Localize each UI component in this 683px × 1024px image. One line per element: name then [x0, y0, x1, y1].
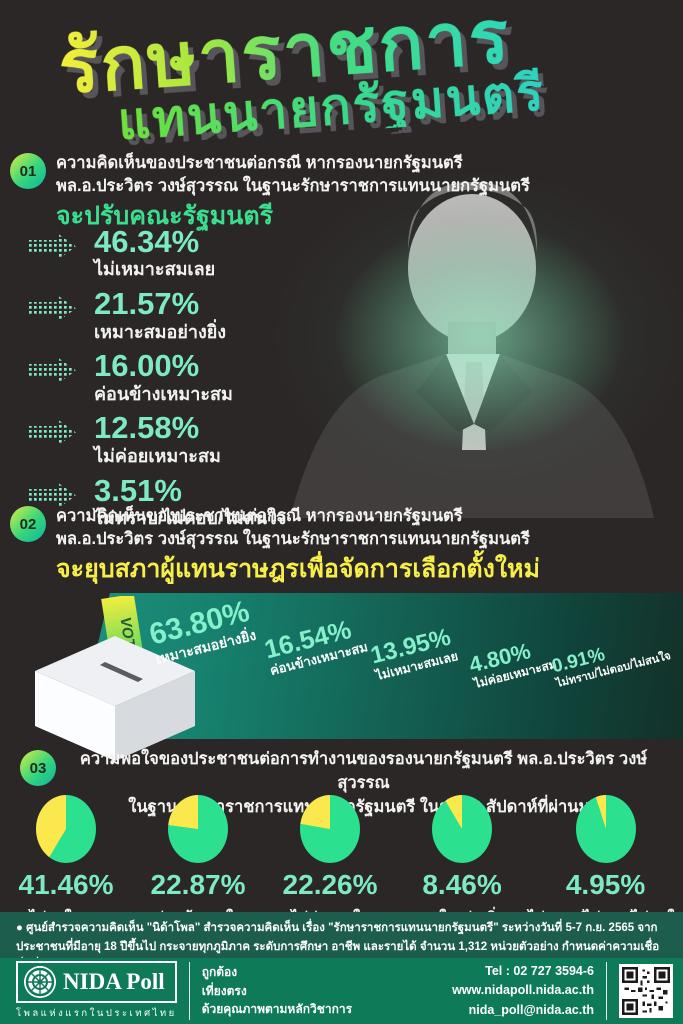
result-percent: 3.51% [94, 472, 182, 508]
pie-chart [432, 795, 493, 863]
result-label: เหมาะสมอย่างยิ่ง [94, 321, 227, 342]
divider [188, 962, 190, 1020]
slogan-line2: เที่ยงตรง [201, 983, 247, 998]
ballot-box: VOTE [20, 593, 210, 766]
section-02-header-line1: ความคิดเห็นของประชาชนต่อกรณี หากรองนายกร… [56, 507, 463, 525]
section-02-header-line2: พล.อ.ประวิตร วงษ์สุวรรณ ในฐานะรักษาราชกา… [56, 530, 530, 549]
section-01-header-line2: พล.อ.ประวิตร วงษ์สุวรรณ ในฐานะรักษาราชกา… [56, 177, 530, 196]
section-01-header: ความคิดเห็นของประชาชนต่อกรณี หากรองนายกร… [56, 152, 530, 234]
portrait-glow [250, 140, 683, 518]
section-01-highlight: จะปรับคณะรัฐมนตรี [56, 202, 274, 231]
result-label: ไม่ค่อยเหมาะสม [94, 445, 221, 466]
result-percent: 12.58% [94, 410, 200, 446]
pie-percent: 22.87% [150, 869, 246, 900]
footer-bar: NIDA Poll โพลแห่งแรกในประเทศไทย ถูกต้อง … [0, 958, 683, 1024]
section-02-header: ความคิดเห็นของประชาชนต่อกรณี หากรองนายกร… [56, 505, 540, 587]
pie-column: 8.46% พอใจอย่างยิ่ง [396, 795, 528, 929]
slogan-line3: ด้วยคุณภาพตามหลักวิชาการ [201, 1002, 353, 1017]
slogan-line1: ถูกต้อง [201, 965, 238, 980]
pie-column: 22.87% ค่อนข้างพอใจ [132, 795, 264, 929]
halftone-arrow-icon [28, 233, 76, 260]
pie-chart [575, 795, 636, 863]
section-03-header-line1: ความพอใจของประชาชนต่อการทำงานของรองนายกร… [79, 750, 648, 792]
pie-chart [300, 795, 361, 863]
result-label: ค่อนข้างเหมาะสม [94, 383, 233, 404]
nida-poll-logo: NIDA Poll โพลแห่งแรกในประเทศไทย [16, 961, 177, 1021]
pie-chart [36, 795, 96, 863]
section-02-badge: 02 [10, 506, 46, 542]
halftone-arrow-icon [28, 357, 76, 385]
pie-percent: 8.46% [422, 869, 502, 900]
result-percent: 21.57% [94, 286, 200, 322]
pie-column: 4.95% ไม่ทราบ/ไม่ตอบ/ไม่สนใจ [528, 795, 683, 929]
section-01-header-line1: ความคิดเห็นของประชาชนต่อกรณี หากรองนายกร… [56, 154, 463, 172]
pie-column: 41.46% ไม่พอใจเลย [0, 795, 132, 929]
portrait-photo [250, 140, 683, 518]
nida-emblem-icon [24, 966, 57, 998]
result-percent: 46.34% [94, 224, 200, 259]
section-01-results-list: 46.34% ไม่เหมาะสมเลย 21.57% เหมาะสมอย่าง… [28, 224, 287, 529]
pie-column: 22.26% ไม่ค่อยพอใจ [264, 795, 396, 929]
contact-info: Tel : 02 727 3594-6 www.nidapoll.nida.ac… [452, 962, 594, 1020]
pie-percent: 4.95% [565, 869, 646, 900]
list-item: 3.51% ไม่ทราบ/ไม่ตอบ/ไม่สนใจ [28, 472, 287, 529]
satisfaction-pie-row: 41.46% ไม่พอใจเลย 22.87% ค่อนข้างพอใจ 22… [0, 795, 683, 929]
halftone-arrow-icon [28, 481, 76, 509]
contact-web: www.nidapoll.nida.ac.th [452, 983, 594, 998]
logo-subtitle: โพลแห่งแรกในประเทศไทย [16, 1008, 177, 1019]
halftone-arrow-icon [28, 295, 76, 323]
logo-text: NIDA Poll [63, 969, 165, 994]
section-01-badge: 01 [10, 153, 46, 189]
slogan: ถูกต้อง เที่ยงตรง ด้วยคุณภาพตามหลักวิชาก… [202, 963, 440, 1019]
poster-title: รักษาราชการ แทนนายกรัฐมนตรี [56, 0, 547, 151]
pie-percent: 41.46% [18, 869, 114, 900]
methodology-note: ● ศูนย์สำรวจความคิดเห็น "นิด้าโพล" สำรวจ… [0, 912, 683, 972]
result-label: ไม่ทราบ/ไม่ตอบ/ไม่สนใจ [94, 507, 287, 528]
list-item: 21.57% เหมาะสมอย่างยิ่ง [28, 286, 286, 342]
contact-email: nida_poll@nida.ac.th [468, 1002, 594, 1017]
halftone-arrow-icon [28, 419, 76, 447]
logo-box: NIDA Poll [16, 961, 177, 1003]
list-item: 16.00% ค่อนข้างเหมาะสม [28, 348, 286, 404]
section-02-highlight: จะยุบสภาผู้แทนราษฎรเพื่อจัดการเลือกตั้งใ… [56, 555, 541, 584]
qr-code [619, 964, 673, 1018]
result-label: ไม่เหมาะสมเลย [94, 259, 216, 280]
contact-tel: Tel : 02 727 3594-6 [485, 963, 594, 978]
pie-percent: 22.26% [282, 869, 378, 900]
divider [606, 962, 607, 1020]
list-item: 46.34% ไม่เหมาะสมเลย [28, 224, 286, 280]
result-percent: 16.00% [94, 348, 200, 384]
list-item: 12.58% ไม่ค่อยเหมาะสม [28, 410, 286, 466]
section-03-badge: 03 [20, 750, 56, 786]
pie-chart [168, 795, 229, 863]
